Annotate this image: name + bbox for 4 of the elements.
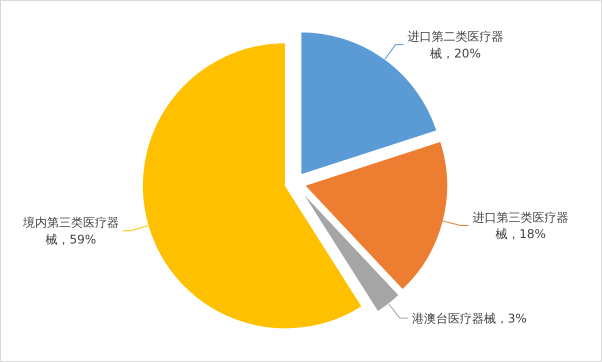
slice-label: 进口第三类医疗器械，18% bbox=[472, 210, 569, 242]
slice-label: 港澳台医疗器械，3% bbox=[412, 311, 527, 326]
slice-label: 境内第三类医疗器械，59% bbox=[22, 216, 119, 246]
slice-label: 进口第二类医疗器械，20% bbox=[408, 29, 504, 60]
